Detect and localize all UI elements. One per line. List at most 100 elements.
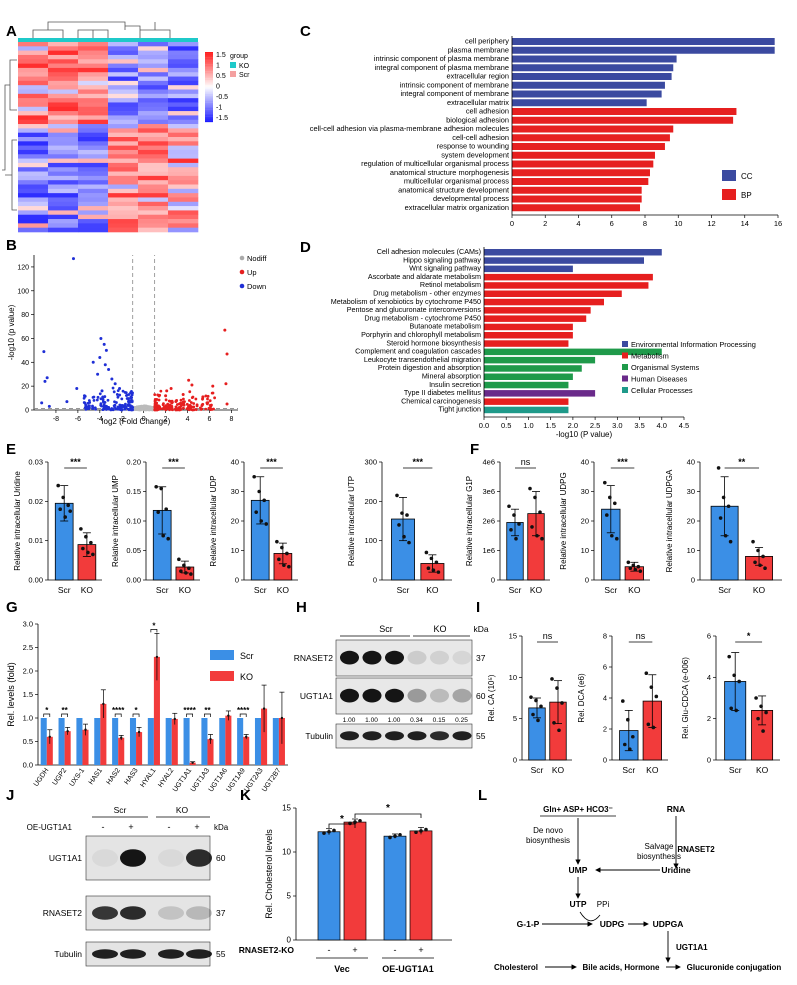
y-tick-label: 2e6	[482, 517, 495, 526]
y-tick-label: 4e6	[482, 458, 495, 467]
data-point	[763, 566, 767, 570]
x-tick-label: 2	[164, 416, 168, 423]
heatmap-cell	[18, 154, 49, 159]
point-up	[157, 406, 161, 410]
heatmap-cell	[108, 76, 139, 82]
heatmap-cell	[78, 227, 109, 233]
point-down	[124, 405, 128, 409]
x-tick-label: 4	[186, 416, 190, 423]
heatmap-cell	[108, 167, 139, 172]
blot-quant: 1.00	[388, 717, 401, 724]
point-down	[126, 403, 130, 407]
heatmap-cell	[78, 42, 109, 47]
x-tick-label: 2.5	[590, 421, 600, 430]
data-point	[282, 563, 286, 568]
bar	[383, 835, 407, 941]
colorbar-step	[205, 60, 213, 63]
heatmap-cell	[108, 42, 139, 47]
heatmap-cell	[168, 106, 199, 112]
blot-band	[407, 650, 427, 665]
point-down	[104, 348, 108, 352]
significance-bracket	[43, 713, 51, 717]
heatmap-cell	[108, 158, 139, 164]
blot-band	[186, 906, 212, 920]
point-up	[166, 407, 170, 410]
point-nodiff	[151, 408, 154, 412]
bar-scr	[183, 718, 190, 765]
point-down	[92, 395, 96, 399]
point-down	[125, 397, 129, 400]
data-point	[275, 539, 279, 544]
data-point	[348, 821, 352, 826]
x-tick-label: 0.0	[479, 421, 489, 430]
data-point	[631, 734, 635, 739]
y-tick-label: 0.00	[126, 576, 141, 585]
heatmap-cell	[78, 171, 109, 177]
heatmap-cell	[18, 158, 49, 164]
x-tick-label: Scr	[604, 585, 617, 595]
heatmap-cell	[48, 158, 79, 164]
x-tick-label: KO	[179, 585, 192, 595]
legend-swatch-scr	[210, 650, 234, 660]
category-label: Metabolism of xenobiotics by cytochrome …	[331, 297, 481, 306]
heatmap-cell	[18, 85, 49, 90]
heatmap-cell	[78, 206, 109, 211]
heatmap-cell	[108, 128, 139, 133]
x-row-label: RNASET2-KO	[239, 945, 295, 955]
heatmap-cell	[168, 145, 199, 151]
category-label: plasma membrane	[448, 45, 509, 54]
bar	[512, 134, 670, 142]
heatmap-cell	[78, 137, 109, 142]
y-tick-label: 10	[231, 546, 239, 555]
bar	[484, 323, 573, 331]
point-down	[121, 404, 125, 407]
heatmap-cell	[18, 106, 49, 112]
y-tick-label: 20	[231, 517, 239, 526]
point-down	[88, 404, 91, 408]
heatmap-cell	[18, 137, 49, 142]
blot-band	[430, 731, 449, 741]
legend-label: Environmental Information Processing	[631, 340, 756, 349]
heatmap-cell	[108, 98, 139, 103]
heatmap-cell	[18, 210, 49, 216]
x-tick-label: 12	[707, 219, 715, 228]
heatmap-cell	[108, 93, 139, 99]
data-point	[426, 566, 431, 570]
category-label: anatomical structure development	[398, 185, 509, 194]
heatmap-cell	[18, 206, 49, 211]
blot-header-scr: Scr	[379, 624, 393, 634]
heatmap-cell	[18, 89, 49, 95]
heatmap-cell	[48, 59, 79, 64]
heatmap-cell	[168, 54, 199, 60]
point-up	[225, 402, 229, 406]
data-point	[424, 550, 429, 555]
data-point	[538, 510, 542, 514]
heatmap-cell	[78, 115, 109, 121]
heatmap-cell	[78, 63, 109, 69]
heatmap-cell	[108, 46, 139, 51]
point-down	[102, 405, 106, 409]
y-tick-label: 1.5	[23, 690, 33, 699]
heatmap-cell	[168, 167, 199, 172]
x-tick-label: KO	[426, 585, 439, 595]
y-tick-label: 60	[21, 336, 29, 343]
data-point	[636, 564, 641, 569]
bar-scr	[40, 718, 47, 765]
category-label: Leukocyte transendothelial migration	[364, 355, 481, 364]
heatmap-cell	[108, 145, 139, 151]
x-tick-label: HAS2	[106, 767, 122, 786]
colorbar-tick: 1	[216, 63, 220, 70]
category-label: cell-cell adhesion via plasma-membrane a…	[310, 124, 510, 133]
heatmap-cell	[168, 59, 199, 64]
data-point	[533, 495, 537, 500]
colorbar-step	[205, 76, 213, 79]
heatmap-cell	[18, 197, 49, 203]
data-point	[102, 702, 105, 706]
bar-scr	[147, 718, 154, 765]
data-point	[651, 725, 656, 730]
data-point	[332, 828, 336, 833]
data-point	[644, 671, 649, 675]
point-down	[98, 392, 102, 396]
panel-h-blot: ScrKOkDaRNASET2371.001.001.000.100.110.0…	[294, 624, 489, 749]
